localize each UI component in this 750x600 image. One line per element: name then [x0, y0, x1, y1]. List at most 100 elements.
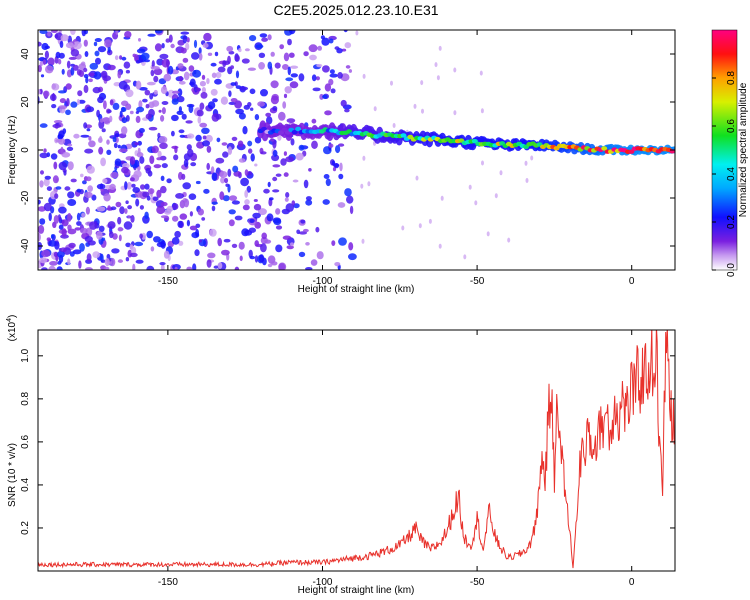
heatmap-noise-blob — [201, 74, 206, 80]
heatmap-noise-blob — [67, 212, 72, 222]
heatmap-noise-blob — [92, 251, 100, 259]
heatmap-noise-blob — [331, 240, 336, 247]
heatmap-noise-blob — [272, 189, 280, 193]
heatmap-noise-blob — [67, 161, 74, 171]
heatmap-noise-blob — [135, 60, 141, 64]
heatmap-noise-blob — [324, 83, 332, 92]
heatmap-noise-blob — [195, 87, 201, 92]
heatmap-noise-blob — [311, 74, 317, 82]
heatmap-noise-blob — [41, 42, 49, 51]
heatmap-noise-blob — [50, 153, 58, 160]
heatmap-noise-blob — [303, 228, 309, 233]
heatmap-noise-blob — [52, 123, 61, 129]
heatmap-noise-blob — [110, 171, 119, 179]
heatmap-noise-blob — [126, 182, 132, 190]
heatmap-noise-blob — [269, 197, 274, 201]
snr-y-tick-label: 0.2 — [20, 521, 31, 535]
heatmap-noise-blob — [530, 155, 534, 161]
colorbar-tick-label: 0.4 — [726, 167, 737, 181]
heatmap-noise-blob — [290, 138, 295, 146]
heatmap-noise-blob — [132, 187, 140, 193]
heatmap-noise-blob — [59, 98, 66, 104]
heatmap-noise-blob — [290, 73, 298, 78]
heatmap-noise-blob — [224, 177, 229, 184]
heatmap-noise-blob — [86, 165, 95, 174]
heatmap-noise-blob — [107, 205, 111, 211]
heatmap-noise-blob — [266, 116, 273, 125]
heatmap-noise-blob — [209, 228, 217, 237]
heatmap-noise-blob — [242, 204, 250, 211]
heatmap-noise-blob — [131, 246, 137, 255]
heatmap-noise-blob — [84, 235, 93, 243]
heatmap-noise-blob — [320, 35, 325, 40]
heatmap-noise-blob — [135, 115, 141, 123]
heatmap-noise-blob — [244, 48, 250, 52]
heatmap-noise-blob — [49, 261, 58, 266]
heatmap-noise-blob — [178, 80, 186, 85]
heatmap-noise-blob — [286, 245, 294, 250]
heatmap-noise-blob — [139, 205, 144, 210]
heatmap-noise-blob — [67, 258, 71, 266]
heatmap-noise-blob — [282, 64, 289, 70]
heatmap-noise-blob — [290, 242, 294, 247]
heatmap-noise-blob — [117, 216, 122, 225]
heatmap-noise-blob — [42, 59, 47, 66]
heatmap-noise-blob — [59, 40, 64, 49]
heatmap-noise-blob — [211, 172, 218, 181]
heatmap-noise-blob — [330, 88, 336, 94]
heatmap-noise-blob — [206, 259, 212, 268]
heatmap-noise-blob — [334, 262, 341, 267]
heatmap-noise-blob — [285, 77, 294, 82]
heatmap-noise-blob — [145, 113, 152, 120]
heatmap-noise-blob — [227, 168, 232, 177]
heatmap-noise-blob — [153, 89, 158, 95]
heatmap-noise-blob — [38, 64, 42, 73]
heatmap-noise-blob — [248, 249, 253, 258]
heatmap-noise-blob — [118, 234, 122, 242]
heatmap-noise-blob — [271, 154, 280, 162]
heatmap-noise-blob — [221, 142, 228, 146]
heatmap-noise-blob — [212, 98, 218, 103]
heatmap-noise-blob — [72, 249, 82, 255]
heatmap-noise-blob — [88, 136, 92, 141]
heatmap-noise-blob — [238, 112, 246, 120]
heatmap-noise-blob — [97, 137, 103, 144]
heatmap-noise-blob — [219, 191, 225, 201]
heatmap-noise-blob — [232, 165, 239, 173]
spectrogram-x-axis-label: Height of straight line (km) — [298, 284, 415, 295]
heatmap-noise-blob — [222, 60, 230, 66]
heatmap-noise-blob — [206, 78, 210, 85]
heatmap-noise-blob — [125, 257, 130, 262]
heatmap-noise-blob — [253, 203, 262, 211]
heatmap-noise-blob — [217, 237, 222, 247]
heatmap-noise-blob — [58, 224, 64, 230]
spectrogram-y-tick-label: -20 — [20, 190, 31, 205]
heatmap-noise-blob — [200, 91, 208, 99]
heatmap-noise-blob — [171, 145, 179, 149]
heatmap-noise-blob — [171, 98, 179, 105]
heatmap-noise-blob — [51, 83, 60, 91]
heatmap-noise-blob — [303, 51, 309, 57]
heatmap-noise-blob — [44, 50, 50, 59]
heatmap-noise-blob — [328, 38, 334, 44]
heatmap-noise-blob — [234, 266, 240, 270]
heatmap-noise-blob — [80, 134, 90, 138]
heatmap-noise-blob — [177, 88, 183, 97]
heatmap-noise-blob — [188, 193, 197, 200]
heatmap-noise-blob — [117, 259, 123, 263]
heatmap-noise-blob — [231, 200, 240, 205]
heatmap-noise-blob — [250, 107, 254, 111]
heatmap-noise-blob — [136, 106, 145, 113]
heatmap-noise-blob — [151, 145, 159, 154]
heatmap-noise-blob — [73, 133, 80, 139]
heatmap-noise-blob — [440, 195, 444, 201]
heatmap-noise-blob — [215, 72, 222, 79]
heatmap-noise-blob — [231, 136, 238, 141]
heatmap-noise-blob — [248, 227, 256, 233]
heatmap-noise-blob — [84, 191, 93, 199]
heatmap-noise-blob — [149, 93, 154, 100]
heatmap-noise-blob — [54, 241, 60, 250]
heatmap-noise-blob — [153, 68, 163, 76]
heatmap-noise-blob — [305, 242, 310, 246]
heatmap-noise-blob — [418, 223, 422, 229]
